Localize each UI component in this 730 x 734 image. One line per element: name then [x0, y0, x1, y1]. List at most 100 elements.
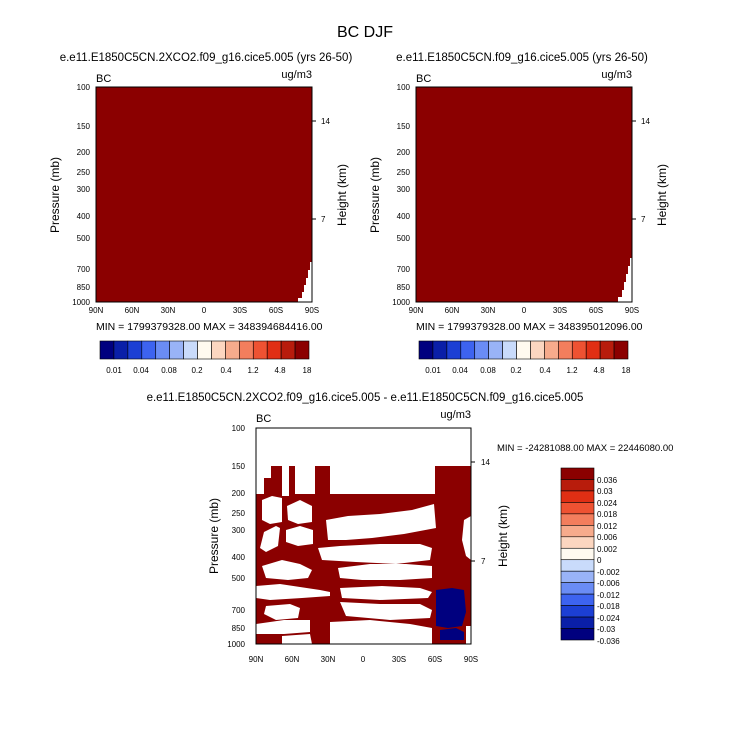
colorbar-swatch — [516, 340, 531, 360]
colorbar-swatch — [560, 536, 595, 549]
colorbar-swatch — [560, 582, 595, 595]
y-tick-label: 200 — [77, 148, 91, 157]
colorbar-swatch — [474, 340, 489, 360]
panel-1-frame — [95, 86, 313, 303]
diff-gap — [256, 466, 264, 494]
diff-gap — [287, 500, 312, 524]
panel-2-field — [416, 87, 632, 302]
x-tick-label: 90S — [625, 306, 639, 315]
colorbar-label: 0.08 — [480, 366, 496, 375]
diff-region-blue — [436, 588, 466, 628]
colorbar-swatch — [560, 525, 595, 538]
panel-3: e.e11.E1850C5CN.2XCO2.f09_g16.cice5.005 … — [147, 392, 674, 664]
y-tick-label: 250 — [232, 509, 246, 518]
y-tick-label: 150 — [397, 122, 411, 131]
colorbar-swatch — [560, 513, 595, 526]
diff-gap — [264, 466, 271, 478]
colorbar-swatch — [99, 340, 115, 360]
y-tick-label: 400 — [397, 212, 411, 221]
x-tick-label: 60N — [125, 306, 140, 315]
colorbar-label: 0.01 — [425, 366, 441, 375]
diff-gap — [264, 604, 300, 620]
colorbar-swatch — [488, 340, 503, 360]
panel-2-right-ticks: 14 7 — [632, 117, 650, 224]
panel-2-y-axis-label: Pressure (mb) — [368, 157, 382, 233]
x-tick-label: 30N — [161, 306, 176, 315]
diff-gap — [330, 620, 432, 644]
colorbar-label: -0.03 — [597, 625, 616, 634]
panel-3-right-label: ug/m3 — [440, 409, 471, 421]
panel-2-colorbar-labels: 0.01 0.04 0.08 0.2 0.4 1.2 4.8 18 — [425, 366, 631, 375]
colorbar-swatch — [571, 340, 587, 360]
panel-2: e.e11.E1850C5CN.f09_g16.cice5.005 (yrs 2… — [368, 52, 669, 375]
colorbar-swatch — [560, 490, 595, 503]
colorbar-label: 0.2 — [510, 366, 522, 375]
colorbar-swatch — [585, 340, 601, 360]
y-tick-label: 1000 — [72, 298, 90, 307]
x-tick-label: 30N — [321, 655, 336, 664]
panel-3-x-ticks: 90N 60N 30N 0 30S 60S 90S — [249, 655, 478, 664]
panel-2-edge-gap — [618, 258, 632, 302]
colorbar-label: 0 — [597, 556, 602, 565]
x-tick-label: 30S — [392, 655, 406, 664]
colorbar-swatch — [560, 593, 595, 606]
x-tick-label: 60N — [285, 655, 300, 664]
diff-gap — [466, 626, 471, 644]
diff-gap — [326, 504, 436, 540]
colorbar-swatch — [558, 340, 573, 360]
panel-1-colorbar — [99, 340, 310, 360]
colorbar-swatch — [239, 340, 254, 360]
colorbar-label: 0.03 — [597, 487, 613, 496]
right-tick-label: 7 — [481, 557, 486, 566]
y-tick-label: 150 — [77, 122, 91, 131]
x-tick-label: 60S — [428, 655, 442, 664]
y-tick-label: 100 — [397, 83, 411, 92]
x-tick-label: 60S — [269, 306, 283, 315]
panel-2-left-label: BC — [416, 73, 431, 85]
y-tick-label: 400 — [232, 553, 246, 562]
panel-1-y-ticks: 100 150 200 250 300 400 500 700 850 1000 — [72, 83, 90, 307]
panel-2-y-axis-label-right: Height (km) — [655, 164, 669, 226]
colorbar-swatch — [418, 340, 434, 360]
panel-3-colorbar — [560, 467, 595, 641]
panel-1-y-axis-label: Pressure (mb) — [48, 157, 62, 233]
colorbar-label: 4.8 — [274, 366, 286, 375]
colorbar-label: -0.024 — [597, 614, 620, 623]
y-tick-label: 700 — [397, 265, 411, 274]
diff-region-blue — [440, 628, 464, 640]
panel-2-colorbar — [418, 340, 629, 360]
colorbar-swatch — [560, 467, 595, 480]
colorbar-swatch — [127, 340, 143, 360]
diff-gap — [256, 584, 330, 600]
y-tick-label: 300 — [397, 185, 411, 194]
colorbar-swatch — [280, 340, 296, 360]
panel-3-y-ticks: 100 150 200 250 300 400 500 700 850 1000 — [227, 424, 245, 649]
colorbar-swatch — [225, 340, 240, 360]
y-tick-label: 1000 — [227, 640, 245, 649]
right-tick-label: 14 — [641, 117, 650, 126]
panel-3-right-ticks: 14 7 — [471, 458, 490, 566]
colorbar-label: 1.2 — [247, 366, 259, 375]
panel-1-right-label: ug/m3 — [281, 69, 312, 81]
panel-1-field — [96, 87, 312, 302]
colorbar-swatch — [599, 340, 615, 360]
panel-3-y-axis-label: Pressure (mb) — [207, 498, 221, 574]
y-tick-label: 850 — [77, 283, 91, 292]
colorbar-label: 0.036 — [597, 476, 618, 485]
diff-gap — [256, 620, 310, 634]
y-tick-label: 500 — [397, 234, 411, 243]
colorbar-label: -0.002 — [597, 568, 620, 577]
colorbar-label: 0.01 — [106, 366, 122, 375]
panel-1-title: e.e11.E1850C5CN.2XCO2.f09_g16.cice5.005 … — [60, 52, 353, 64]
colorbar-label: 0.002 — [597, 545, 618, 554]
colorbar-label: 0.08 — [161, 366, 177, 375]
y-tick-label: 850 — [232, 624, 246, 633]
y-tick-label: 100 — [232, 424, 246, 433]
panel-1-colorbar-labels: 0.01 0.04 0.08 0.2 0.4 1.2 4.8 18 — [106, 366, 312, 375]
colorbar-swatch — [141, 340, 157, 360]
diff-gap — [462, 516, 471, 560]
diff-gap — [260, 526, 280, 552]
y-tick-label: 300 — [77, 185, 91, 194]
colorbar-swatch — [544, 340, 559, 360]
right-tick-label: 7 — [641, 215, 646, 224]
